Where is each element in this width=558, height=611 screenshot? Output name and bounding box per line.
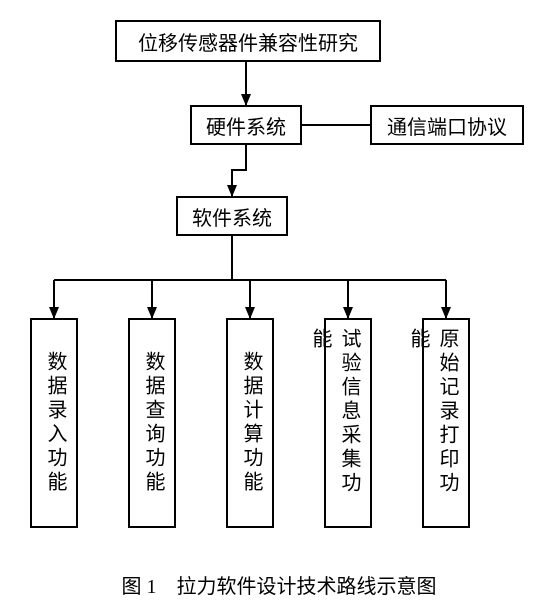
node-f4: 试验信息采集功能	[324, 318, 372, 528]
node-f3-label: 数据计算功能	[237, 351, 266, 495]
node-hardware-label: 硬件系统	[206, 111, 286, 140]
node-top: 位移传感器件兼容性研究	[115, 20, 381, 62]
edges-group	[54, 62, 446, 318]
node-f5-label: 原始记录打印功能	[404, 328, 462, 518]
node-protocol: 通信端口协议	[370, 105, 524, 145]
figure-caption: 图 1 拉力软件设计技术路线示意图	[0, 570, 558, 599]
node-f2: 数据查询功能	[128, 318, 176, 528]
node-f3: 数据计算功能	[226, 318, 274, 528]
node-hardware: 硬件系统	[190, 105, 302, 145]
node-software: 软件系统	[176, 196, 288, 236]
node-f1-label: 数据录入功能	[41, 351, 70, 495]
node-protocol-label: 通信端口协议	[387, 111, 507, 140]
node-f1: 数据录入功能	[30, 318, 78, 528]
figure-caption-text: 图 1 拉力软件设计技术路线示意图	[122, 576, 437, 598]
node-f4-label: 试验信息采集功能	[306, 328, 364, 518]
node-f2-label: 数据查询功能	[139, 351, 168, 495]
node-software-label: 软件系统	[192, 202, 272, 231]
edges-layer	[0, 0, 558, 611]
node-f5: 原始记录打印功能	[422, 318, 470, 528]
edge-hardware-software	[232, 145, 246, 196]
node-top-label: 位移传感器件兼容性研究	[138, 27, 358, 56]
